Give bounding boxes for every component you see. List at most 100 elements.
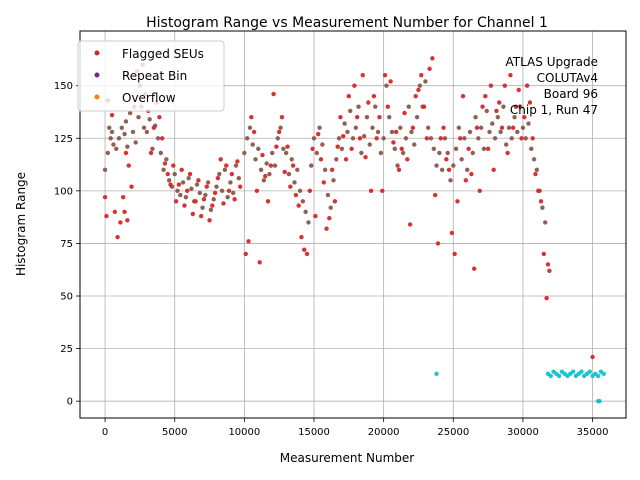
data-point: [387, 115, 392, 120]
data-point: [275, 136, 280, 141]
data-point: [236, 176, 241, 181]
data-point: [133, 140, 138, 145]
data-point: [120, 194, 126, 200]
data-point: [405, 157, 410, 162]
data-point: [396, 167, 402, 173]
legend-label-flagged-seus: Flagged SEUs: [122, 47, 204, 61]
data-point: [529, 146, 534, 151]
data-point: [314, 150, 319, 156]
data-point: [441, 125, 446, 130]
data-point: [119, 125, 124, 130]
x-tick-label: 5000: [162, 427, 187, 438]
data-point: [182, 203, 187, 208]
annotation-line-1: ATLAS Upgrade: [505, 55, 598, 69]
data-point: [176, 182, 182, 187]
x-tick-label: 15000: [298, 427, 330, 438]
data-point: [127, 110, 133, 116]
data-point: [212, 190, 218, 196]
data-point: [346, 94, 352, 99]
data-point: [281, 146, 286, 151]
data-point: [289, 157, 294, 162]
data-point: [439, 167, 445, 173]
data-point: [413, 94, 418, 99]
data-point: [290, 163, 296, 168]
data-point: [501, 104, 506, 109]
data-point: [474, 125, 480, 130]
legend-marker-flagged-seus: [94, 50, 100, 56]
data-point: [251, 129, 257, 135]
data-point: [126, 163, 131, 168]
data-point: [421, 104, 427, 109]
data-point: [186, 176, 191, 181]
data-point: [222, 167, 228, 173]
data-point: [434, 163, 439, 168]
data-point: [476, 136, 481, 141]
data-point: [228, 180, 233, 185]
data-point: [300, 199, 306, 204]
data-point: [296, 203, 301, 208]
data-point: [513, 104, 519, 109]
data-point: [377, 115, 382, 120]
data-point: [426, 125, 431, 130]
data-point: [494, 108, 499, 114]
data-point: [187, 171, 193, 177]
data-point: [402, 110, 407, 116]
chart-title: Histogram Range vs Measurement Number fo…: [146, 15, 548, 31]
data-point: [430, 56, 435, 61]
legend: Flagged SEUs Repeat Bin Overflow: [77, 40, 225, 112]
data-point: [512, 115, 517, 120]
data-point: [339, 146, 345, 151]
data-point: [579, 369, 584, 374]
data-point: [359, 150, 364, 156]
data-point: [506, 125, 512, 130]
data-point: [214, 184, 219, 189]
data-point: [125, 144, 130, 149]
data-point: [412, 142, 417, 147]
data-point: [148, 150, 154, 156]
y-tick-label: 75: [60, 239, 73, 250]
data-point: [483, 94, 488, 99]
data-point: [453, 146, 459, 151]
data-point: [538, 199, 544, 204]
data-point: [224, 163, 229, 168]
data-point: [438, 136, 443, 141]
data-point: [217, 171, 222, 177]
data-point: [150, 146, 155, 151]
data-point: [523, 136, 528, 141]
data-point: [231, 190, 236, 196]
y-axis-label: Histogram Range: [14, 172, 28, 276]
data-point: [463, 178, 469, 183]
data-point: [544, 295, 549, 301]
data-point: [522, 115, 527, 120]
data-point: [536, 188, 541, 194]
data-point: [427, 66, 432, 72]
data-point: [380, 188, 385, 194]
data-point: [509, 136, 514, 141]
data-point: [400, 150, 406, 156]
data-point: [410, 125, 416, 130]
data-point: [263, 173, 268, 179]
data-point: [112, 209, 118, 215]
data-point: [473, 115, 478, 120]
data-point: [597, 398, 602, 404]
data-point: [343, 157, 349, 162]
data-point: [244, 136, 250, 141]
y-tick-label: 100: [54, 186, 73, 197]
data-point: [168, 182, 173, 187]
data-point: [158, 150, 163, 156]
y-tick-label: 150: [54, 81, 73, 92]
data-point: [534, 167, 540, 173]
data-point: [504, 142, 509, 147]
data-point: [366, 100, 371, 105]
data-point: [155, 136, 161, 141]
data-point: [200, 205, 205, 210]
data-point: [204, 184, 209, 189]
data-point: [123, 150, 129, 156]
data-point: [516, 87, 521, 93]
data-point: [434, 371, 439, 377]
data-point: [498, 129, 503, 135]
data-point: [465, 167, 470, 173]
data-point: [417, 83, 423, 88]
data-point: [515, 129, 520, 135]
